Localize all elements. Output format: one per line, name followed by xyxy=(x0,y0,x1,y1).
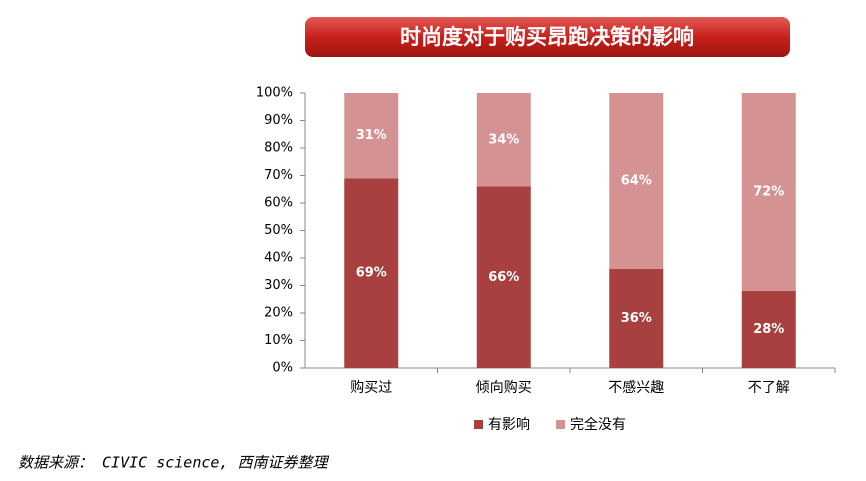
x-tick-label: 购买过 xyxy=(350,380,392,396)
y-tick-label: 100% xyxy=(256,86,293,101)
legend-swatch xyxy=(474,420,483,429)
y-tick-label: 60% xyxy=(264,196,293,211)
x-tick-label: 不感兴趣 xyxy=(608,379,664,396)
value-label: 36% xyxy=(621,311,652,326)
bar-segment xyxy=(741,93,796,291)
bar-segment xyxy=(344,178,399,368)
legend-swatch xyxy=(556,420,565,429)
chart-title: 时尚度对于购买昂跑决策的影响 xyxy=(400,25,694,49)
y-tick-label: 70% xyxy=(264,168,293,183)
source-note: 数据来源： CIVIC science, 西南证券整理 xyxy=(18,454,329,472)
value-label: 28% xyxy=(753,322,784,337)
legend-label: 有影响 xyxy=(488,417,530,433)
bar-segment xyxy=(344,93,399,179)
value-label: 64% xyxy=(621,174,652,189)
x-tick-label: 不了解 xyxy=(748,380,790,396)
title-banner xyxy=(305,17,790,57)
y-tick-label: 40% xyxy=(264,251,293,266)
y-tick-label: 0% xyxy=(272,361,293,376)
bar-segment xyxy=(476,186,531,368)
bar-segment xyxy=(476,93,531,187)
y-tick-label: 80% xyxy=(264,141,293,156)
x-tick-label: 倾向购买 xyxy=(476,380,532,396)
y-tick-label: 90% xyxy=(264,113,293,128)
value-label: 72% xyxy=(753,185,784,200)
bar-segment xyxy=(741,291,796,368)
y-tick-label: 30% xyxy=(264,278,293,293)
value-label: 66% xyxy=(488,270,519,285)
bar-segment xyxy=(609,269,664,368)
value-label: 31% xyxy=(356,128,387,143)
bar-segment xyxy=(609,93,664,269)
y-tick-label: 10% xyxy=(264,333,293,348)
y-tick-label: 20% xyxy=(264,306,293,321)
y-tick-label: 50% xyxy=(264,223,293,238)
value-label: 34% xyxy=(488,132,519,147)
legend-label: 完全没有 xyxy=(570,416,626,433)
value-label: 69% xyxy=(356,266,387,281)
